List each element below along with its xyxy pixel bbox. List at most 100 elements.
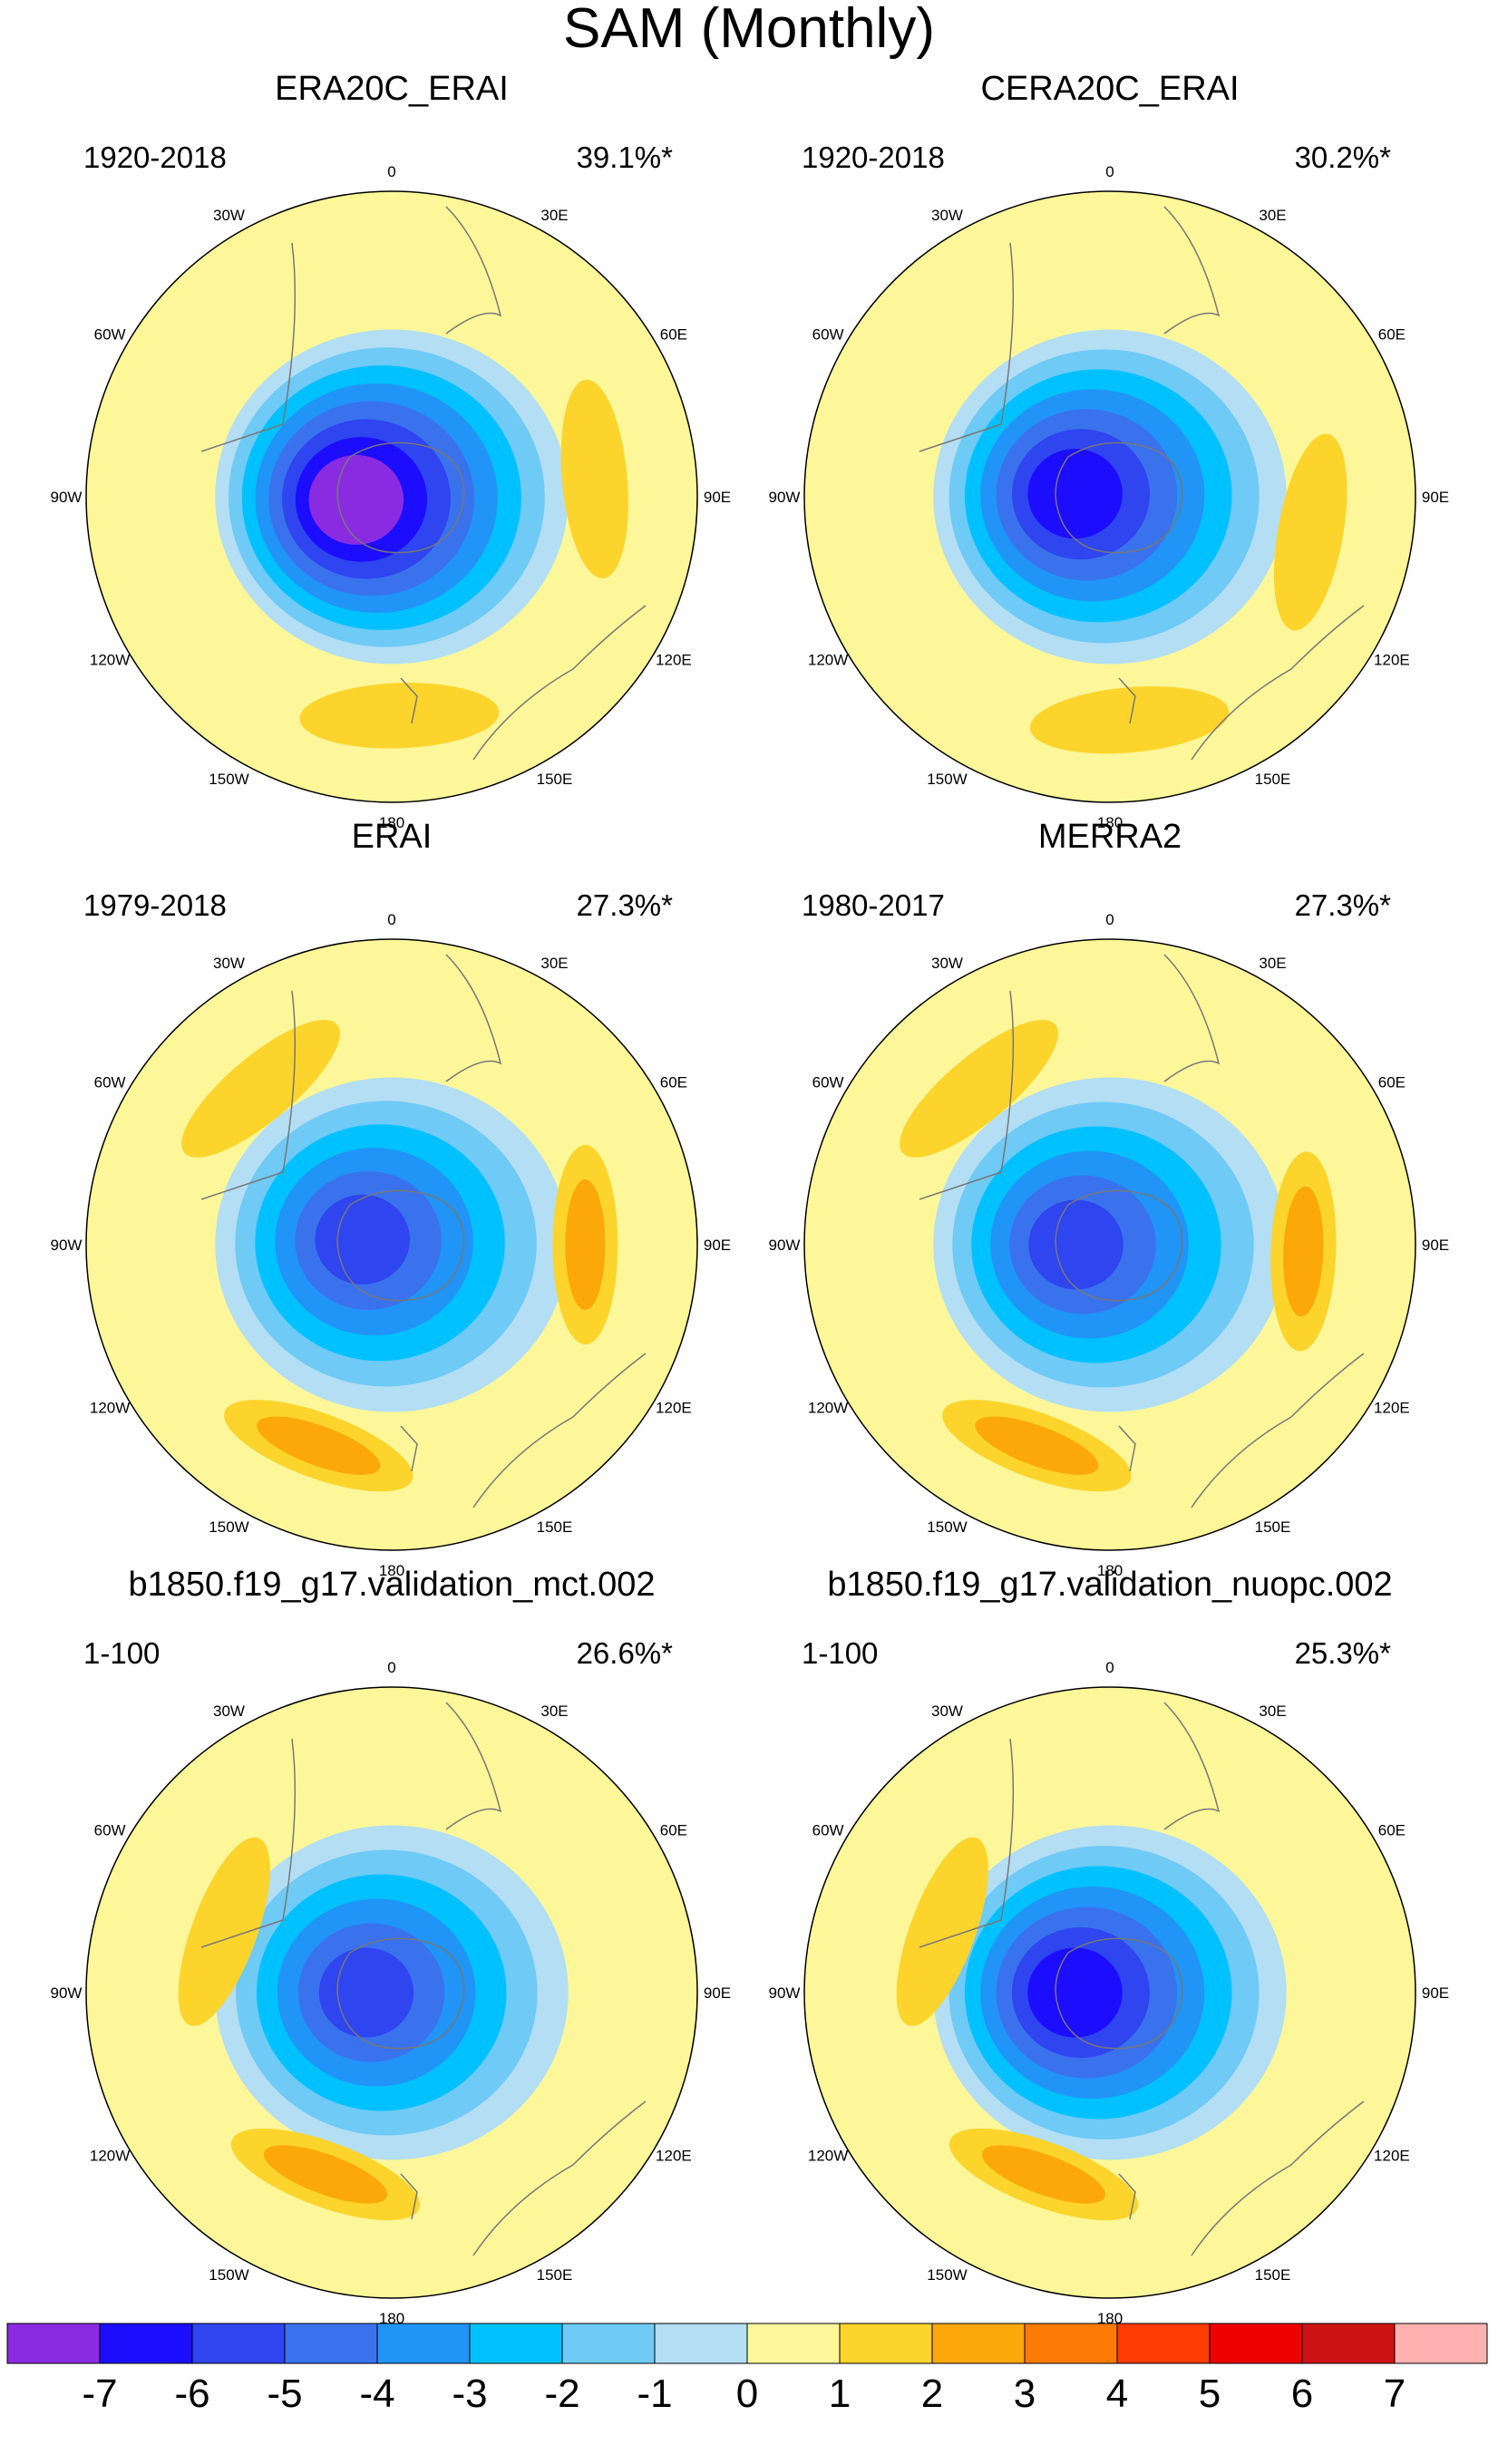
contour-level	[1027, 449, 1123, 539]
colorbar-label: -7	[82, 2372, 117, 2416]
panels-group: 0 30E 60E 90E 120E 150E 180 150W 120W 90W 60W 30W ER…	[51, 70, 1450, 2327]
longitude-label: 30W	[213, 1702, 245, 1720]
map-panel: 0 30E 60E 90E 120E 150E 180 150W 120W 90W 60W 30W CE…	[769, 70, 1450, 831]
map-border	[85, 938, 698, 1551]
contour-field	[804, 191, 1415, 802]
longitude-label: 30E	[540, 207, 568, 224]
longitude-label: 180	[1097, 814, 1123, 831]
contour-level	[257, 1416, 381, 1475]
panel-variance: 27.3%*	[577, 888, 674, 922]
longitude-label: 30W	[931, 207, 963, 224]
map-panel: 0 30E 60E 90E 120E 150E 180 150W 120W 90W 60W 30W ER…	[51, 70, 732, 831]
longitude-label: 30W	[213, 207, 245, 224]
longitude-label: 60W	[812, 1822, 844, 1839]
panel-variance: 30.2%*	[1295, 141, 1392, 174]
colorbar-bin	[6, 2323, 101, 2364]
contour-level	[975, 1416, 1099, 1475]
panel-title: ERA20C_ERAI	[275, 70, 509, 108]
longitude-label: 120E	[1374, 1400, 1410, 1417]
longitude-label: 60E	[1378, 1822, 1406, 1839]
panel-title: ERAI	[352, 818, 433, 856]
low-anomaly-contours	[933, 329, 1287, 665]
contour-field	[804, 939, 1415, 1550]
longitude-label: 150E	[537, 1518, 573, 1536]
high-anomaly-contours	[1029, 686, 1230, 754]
longitude-label: 90E	[704, 489, 731, 506]
contour-level	[1283, 1186, 1324, 1317]
contour-field	[804, 1687, 1415, 2298]
longitude-label: 60E	[660, 1074, 687, 1091]
colorbar-bin	[1394, 2323, 1488, 2364]
africa-coastline	[1163, 206, 1221, 335]
colorbar-bin	[376, 2323, 471, 2364]
longitude-label: 180	[379, 814, 404, 831]
high-anomaly-contours	[299, 683, 500, 749]
colorbar-label: 1	[829, 2372, 851, 2416]
longitude-label: 90E	[704, 1984, 731, 2002]
contour-level	[565, 1179, 606, 1310]
colorbar-label: 2	[921, 2372, 943, 2416]
colorbar-bin	[99, 2323, 193, 2364]
new-zealand-coastline	[400, 2173, 418, 2220]
contour-level	[560, 379, 628, 579]
longitude-label: 30W	[931, 1702, 963, 1720]
coastlines	[200, 954, 647, 1508]
map-panel: 0 30E 60E 90E 120E 150E 180 150W 120W 90W 60W 30W ME…	[769, 818, 1450, 1579]
coastlines	[919, 1702, 1365, 2256]
panel-variance: 27.3%*	[1295, 888, 1392, 922]
longitude-label: 30E	[540, 1702, 568, 1720]
colorbar-bin	[191, 2323, 286, 2364]
longitude-label: 0	[387, 911, 395, 928]
longitude-label: 30E	[1259, 207, 1286, 224]
low-anomaly-contours	[933, 1825, 1287, 2160]
map-panel: 0 30E 60E 90E 120E 150E 180 150W 120W 90W 60W 30W b1…	[769, 1566, 1450, 2327]
south-america-coastline	[200, 1738, 297, 1948]
longitude-label: 60W	[812, 1074, 844, 1091]
colorbar-label: -3	[452, 2372, 487, 2416]
longitude-label: 180	[379, 1562, 404, 1579]
map-border	[803, 1686, 1416, 2299]
longitude-label: 0	[387, 1659, 395, 1676]
colorbar-label: -6	[174, 2372, 209, 2416]
colorbar-label: 5	[1199, 2372, 1221, 2416]
colorbar-label: 3	[1014, 2372, 1036, 2416]
longitude-label: 0	[1105, 163, 1114, 180]
high-anomaly-contours	[560, 379, 628, 579]
longitude-label: 150W	[209, 2266, 248, 2284]
antarctica-coastline	[336, 1937, 465, 2050]
coastlines	[200, 206, 647, 761]
australia-coastline	[1191, 1353, 1365, 1508]
coastlines	[200, 1702, 647, 2256]
panel-title: MERRA2	[1038, 818, 1182, 856]
longitude-label: 60W	[812, 326, 844, 344]
panel-period: 1979-2018	[83, 888, 227, 922]
contour-level	[896, 1837, 988, 2026]
colorbar-bin	[1116, 2323, 1211, 2364]
longitude-label: 150W	[209, 771, 248, 788]
longitude-label: 60E	[660, 1822, 687, 1839]
longitude-label: 90W	[51, 1984, 83, 2002]
australia-coastline	[472, 2100, 647, 2256]
longitude-label: 60E	[1378, 326, 1406, 344]
antarctica-coastline	[1055, 1189, 1183, 1302]
contour-level	[1028, 1199, 1124, 1290]
longitude-label: 120E	[1374, 652, 1410, 669]
africa-coastline	[445, 206, 502, 335]
south-america-coastline	[919, 242, 1015, 452]
contour-level	[263, 2145, 388, 2204]
south-america-coastline	[200, 990, 297, 1200]
high-anomaly-contours	[230, 2128, 421, 2221]
south-america-coastline	[919, 1738, 1015, 1948]
longitude-label: 60E	[660, 326, 687, 344]
low-anomaly-contours	[215, 329, 569, 665]
longitude-label: 90W	[51, 489, 83, 506]
longitude-label: 120E	[1374, 2148, 1410, 2165]
longitude-label: 150W	[927, 2266, 967, 2284]
map-border	[803, 190, 1416, 803]
longitude-label: 180	[379, 2310, 404, 2327]
colorbar-label: -2	[544, 2372, 579, 2416]
new-zealand-coastline	[400, 677, 418, 724]
contour-level	[318, 1947, 414, 2038]
longitude-label: 30E	[1259, 955, 1286, 972]
longitude-label: 90W	[769, 1237, 801, 1254]
